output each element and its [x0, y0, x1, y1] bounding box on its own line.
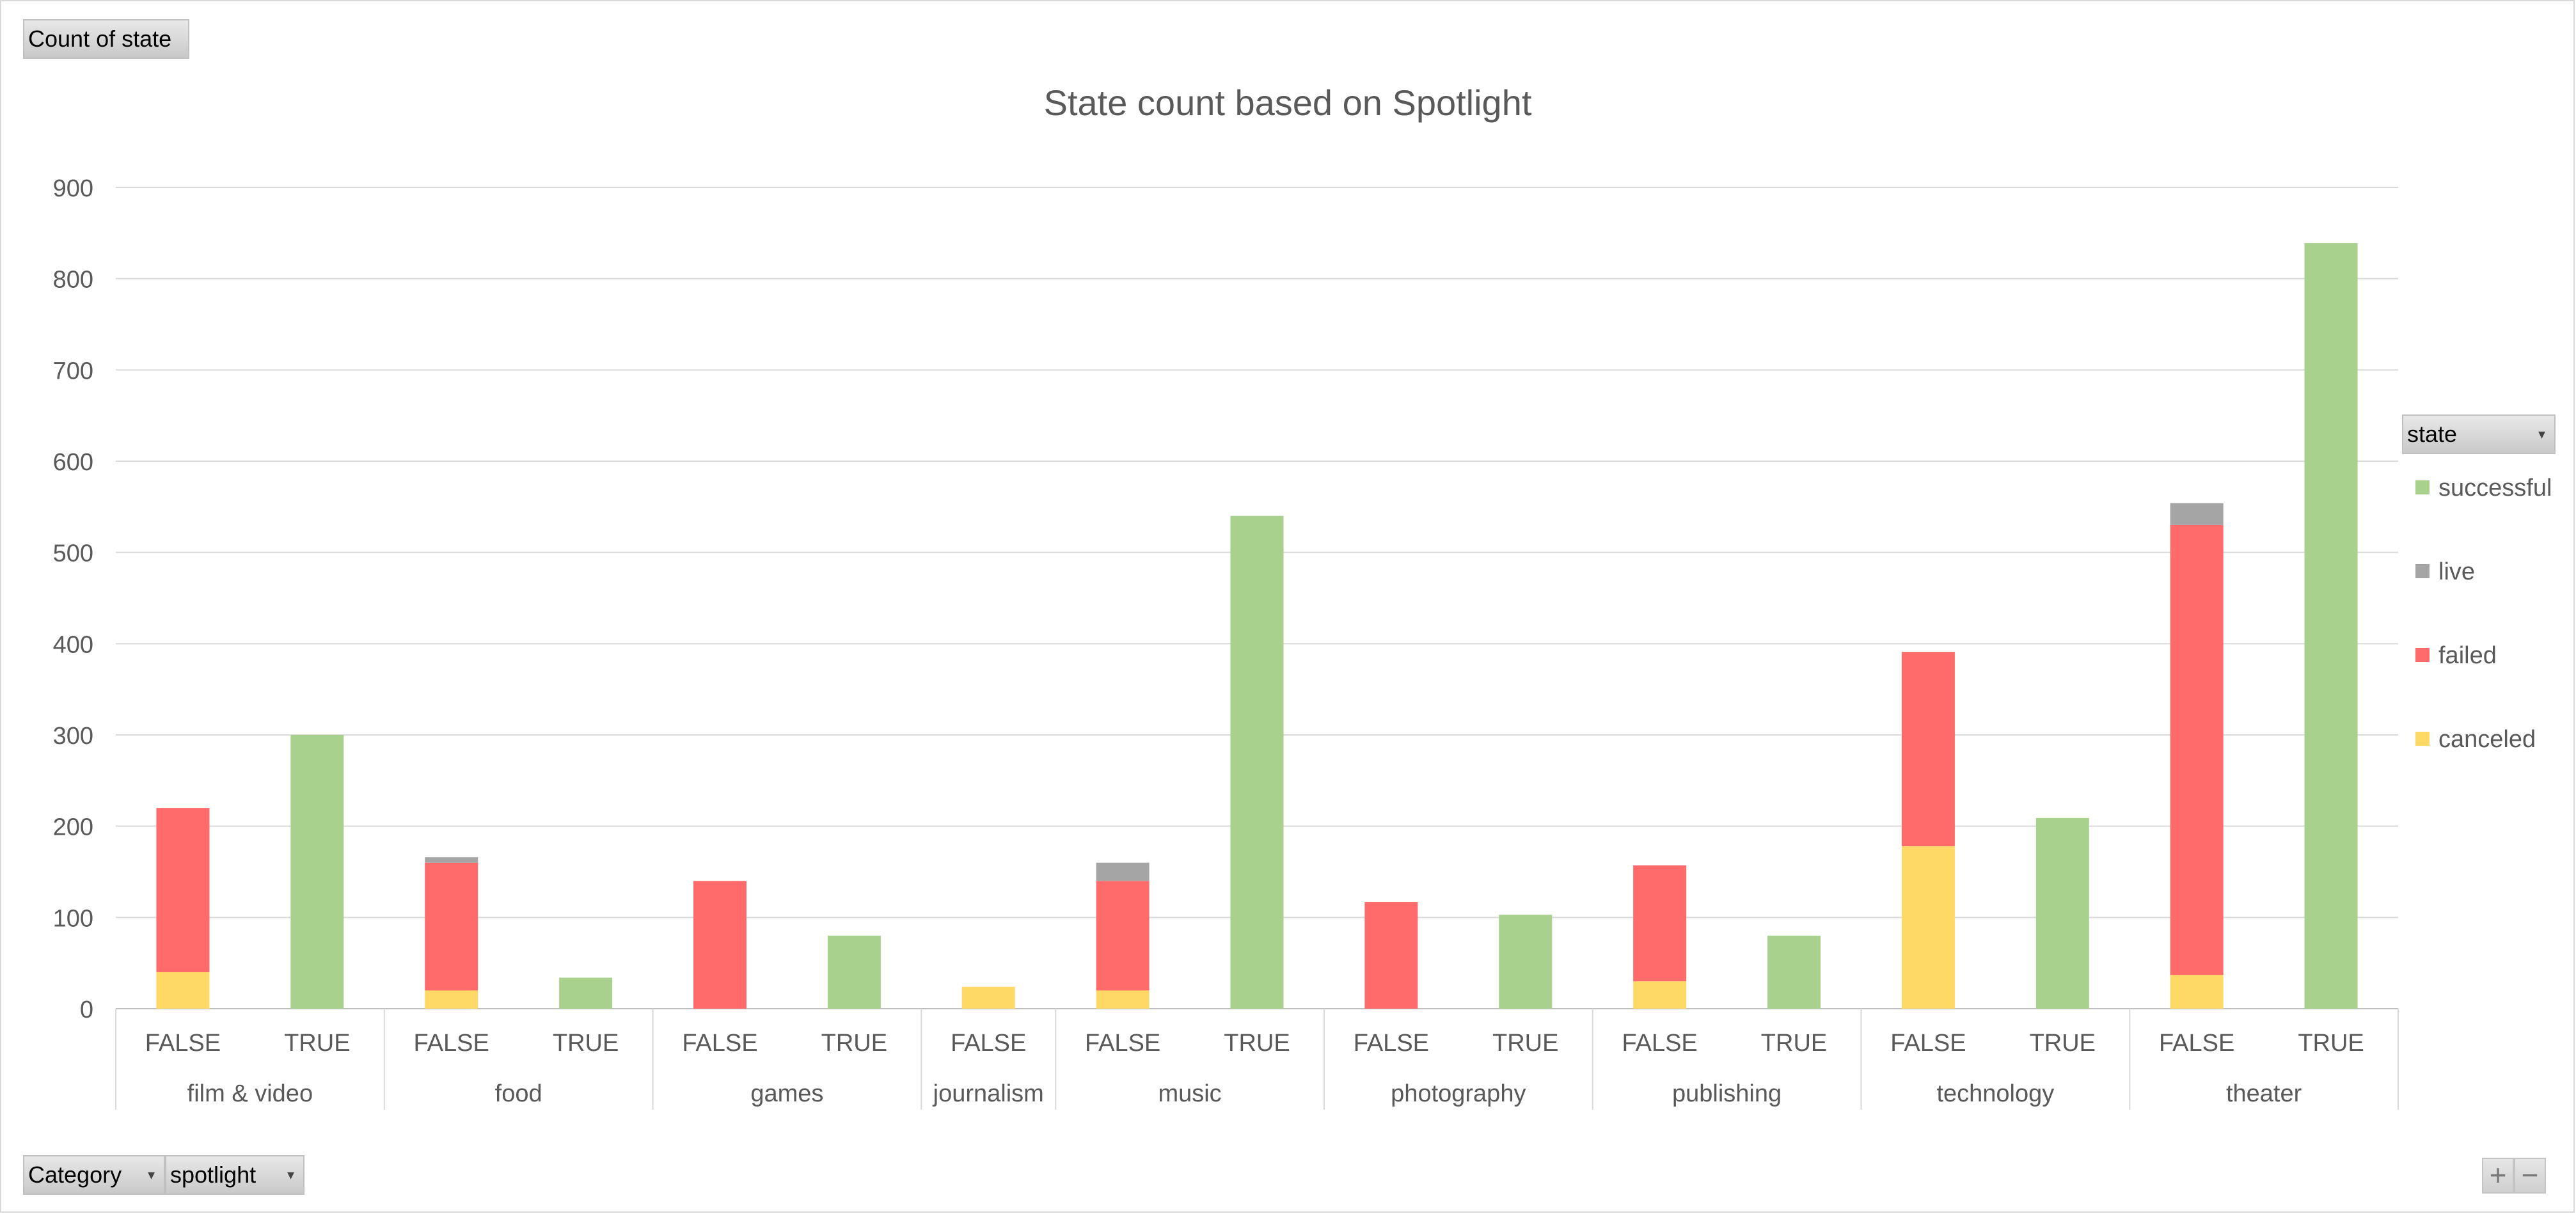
x-tick-label: FALSE — [951, 1030, 1026, 1057]
x-group-label: theater — [2226, 1080, 2302, 1107]
y-tick-label: 700 — [53, 358, 93, 384]
legend-field-button[interactable]: state ▾ — [2402, 414, 2556, 454]
chevron-down-icon: ▾ — [287, 1167, 294, 1183]
x-tick-label: TRUE — [2030, 1030, 2096, 1057]
x-tick-label: TRUE — [1492, 1030, 1558, 1057]
category-field-button[interactable]: Category ▾ — [23, 1155, 165, 1195]
gridlines — [116, 187, 2398, 1009]
legend-label-successful: successful — [2438, 475, 2552, 501]
x-group-label: journalism — [933, 1080, 1044, 1107]
x-tick-label: FALSE — [414, 1030, 489, 1057]
bar-failed — [2170, 524, 2224, 975]
bar-live — [2170, 503, 2224, 525]
bar-failed — [156, 808, 210, 972]
spotlight-field-button[interactable]: spotlight ▾ — [165, 1155, 304, 1195]
x-tick-label: FALSE — [145, 1030, 221, 1057]
legend-swatch-canceled — [2415, 732, 2430, 746]
expand-button[interactable]: + — [2482, 1158, 2514, 1194]
chevron-down-icon: ▾ — [147, 1167, 155, 1183]
bar-canceled — [425, 990, 478, 1009]
y-tick-label: 100 — [53, 905, 93, 932]
x-group-label: food — [495, 1080, 542, 1107]
plus-icon: + — [2489, 1158, 2507, 1192]
y-tick-label: 600 — [53, 449, 93, 476]
x-tick-label: TRUE — [2298, 1030, 2364, 1057]
chart-title: State count based on Spotlight — [1044, 83, 1532, 123]
bar-successful — [1499, 915, 1553, 1009]
category-field-label: Category — [28, 1162, 122, 1188]
x-tick-label: FALSE — [1890, 1030, 1966, 1057]
bar-successful — [1230, 516, 1284, 1009]
legend-swatch-failed — [2415, 648, 2430, 662]
bar-live — [1096, 862, 1150, 881]
values-field-label: Count of state — [28, 26, 172, 52]
bar-canceled — [1096, 990, 1150, 1009]
minus-icon: − — [2521, 1158, 2539, 1192]
x-tick-label: TRUE — [553, 1030, 619, 1057]
x-tick-label: FALSE — [1354, 1030, 1429, 1057]
collapse-button[interactable]: − — [2514, 1158, 2546, 1194]
bar-failed — [1901, 652, 1955, 847]
legend: successful live failed canceled — [2415, 475, 2552, 753]
x-tick-label: FALSE — [1085, 1030, 1160, 1057]
x-group-label: music — [1158, 1080, 1221, 1107]
bar-canceled — [2170, 975, 2224, 1009]
y-tick-label: 500 — [53, 540, 93, 567]
x-group-label: technology — [1936, 1080, 2054, 1107]
chevron-down-icon: ▾ — [2538, 426, 2545, 442]
x-tick-label: TRUE — [284, 1030, 350, 1057]
bar-successful — [827, 935, 881, 1009]
x-tick-label: TRUE — [821, 1030, 887, 1057]
bar-successful — [559, 977, 613, 1009]
y-tick-label: 400 — [53, 631, 93, 658]
bar-failed — [1364, 902, 1418, 1009]
bar-failed — [693, 881, 747, 1009]
bar-canceled — [1901, 846, 1955, 1009]
y-tick-label: 200 — [53, 814, 93, 841]
y-axis: 0 100 200 300 400 500 600 700 800 900 — [53, 175, 93, 1023]
x-tick-label: TRUE — [1224, 1030, 1290, 1057]
x-tick-label: FALSE — [1622, 1030, 1697, 1057]
bar-failed — [425, 862, 478, 991]
y-tick-label: 300 — [53, 723, 93, 750]
legend-label-failed: failed — [2438, 642, 2497, 669]
y-tick-label: 900 — [53, 175, 93, 202]
bar-failed — [1633, 865, 1687, 982]
legend-label-live: live — [2438, 558, 2475, 585]
bar-successful — [1767, 935, 1821, 1009]
legend-label-canceled: canceled — [2438, 726, 2536, 753]
y-tick-label: 0 — [80, 997, 93, 1023]
bar-successful — [290, 735, 344, 1009]
x-group-label: publishing — [1672, 1080, 1782, 1107]
bar-canceled — [1633, 981, 1687, 1009]
x-tick-label: FALSE — [682, 1030, 757, 1057]
legend-swatch-live — [2415, 564, 2430, 578]
bar-successful — [2035, 817, 2089, 1009]
bar-successful — [2304, 243, 2358, 1009]
values-field-button[interactable]: Count of state — [23, 19, 189, 59]
x-tick-label: TRUE — [1761, 1030, 1827, 1057]
legend-field-label: state — [2407, 421, 2458, 447]
x-group-label: photography — [1391, 1080, 1526, 1107]
y-tick-label: 800 — [53, 267, 93, 294]
x-group-label: film & video — [187, 1080, 313, 1107]
legend-swatch-successful — [2415, 480, 2430, 494]
x-tick-label: FALSE — [2159, 1030, 2234, 1057]
bars — [156, 243, 2358, 1009]
bar-canceled — [156, 972, 210, 1009]
bar-live — [425, 857, 478, 863]
x-group-label: games — [750, 1080, 823, 1107]
bar-failed — [1096, 881, 1150, 991]
bar-canceled — [961, 986, 1015, 1009]
spotlight-field-label: spotlight — [170, 1162, 257, 1188]
